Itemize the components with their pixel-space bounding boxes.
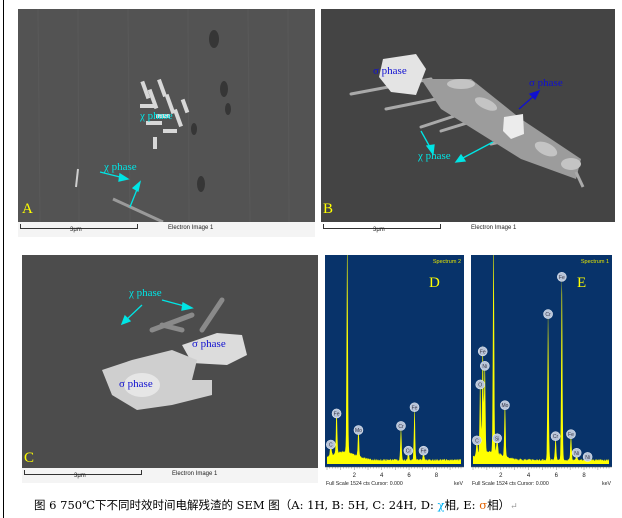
- peak-label-si: Si: [493, 434, 502, 443]
- chi-phase-label: χ phase: [140, 110, 173, 122]
- sem-image-c: χ phase σ phase σ phase C: [22, 255, 318, 468]
- spectrum-title: Spectrum 2: [433, 259, 461, 265]
- peak-label-fe: Fe: [332, 409, 341, 418]
- peak-label-text: C: [475, 438, 479, 444]
- peak-label-c: C: [326, 440, 335, 449]
- peak-label-fe: Fe: [557, 272, 566, 281]
- peak-label-text: Fe: [480, 349, 486, 355]
- chi-phase-label: χ phase: [104, 161, 137, 173]
- scale-label: 3μm: [74, 473, 86, 479]
- page-margin-line: [3, 0, 4, 518]
- image-caption: Electron Image 1: [471, 225, 516, 231]
- panel-letter: D: [429, 275, 440, 291]
- sem-image-b: σ phase σ phase χ phase B: [321, 9, 615, 222]
- peak-label-text: Mo: [501, 403, 508, 409]
- peak-label-text: Cr: [406, 449, 412, 455]
- spectrum-footer: Full Scale 1524 cts Cursor: 0.000: [472, 481, 549, 487]
- eds-spectrum-e: C O Fe Ni Si Mo Cr Cr Fe Fe Ni Ni Spectrum 1 E 2 4 6 8 Ful…: [471, 255, 613, 487]
- peak-label-text: Ni: [482, 364, 487, 370]
- sem-footer-b: 3μm Electron Image 1: [321, 222, 615, 237]
- panel-letter-c: C: [24, 450, 34, 467]
- peak-label-text: Mo: [355, 428, 362, 434]
- image-caption: Electron Image 1: [168, 225, 213, 231]
- x-axis-unit: keV: [602, 481, 611, 487]
- peak-label-cr: Cr: [404, 446, 413, 455]
- peak-label-fe: Fe: [566, 430, 575, 439]
- panel-letter-b: B: [323, 201, 333, 218]
- peak-label-text: Ni: [585, 455, 590, 461]
- peak-label-text: Cr: [553, 434, 559, 440]
- peak-label-mo: Mo: [354, 426, 363, 435]
- chi-phase-label: χ phase: [418, 150, 451, 162]
- peak-label-text: C: [329, 443, 333, 449]
- return-mark: ↵: [510, 502, 518, 512]
- caption-text: 图 6 750℃下不同时效时间电解残渣的 SEM 图（A: 1H, B: 5H,…: [34, 498, 437, 512]
- peak-label-text: Si: [495, 436, 499, 442]
- spectrum-footer: Full Scale 1524 cts Cursor: 0.000: [326, 481, 403, 487]
- peak-label-mo: Mo: [500, 401, 509, 410]
- spectrum-plot-area: [325, 255, 464, 467]
- peak-label-text: Fe: [568, 432, 574, 438]
- scale-label: 3μm: [70, 227, 82, 233]
- x-axis-unit: keV: [454, 481, 463, 487]
- peak-label-text: O: [478, 382, 482, 388]
- peak-label-ni: Ni: [583, 452, 592, 461]
- peak-label-fe: Fe: [478, 347, 487, 356]
- sigma-phase-label: σ phase: [119, 378, 153, 390]
- caption-sigma: σ: [479, 498, 487, 512]
- image-caption: Electron Image 1: [172, 471, 217, 477]
- sigma-phase-label: σ phase: [529, 77, 563, 89]
- caption-text: 相）: [487, 498, 510, 512]
- sigma-phase-label: σ phase: [192, 338, 226, 350]
- peak-label-text: Fe: [559, 275, 565, 281]
- peak-label-text: Fe: [412, 405, 418, 411]
- sem-image-b-texture: [321, 9, 615, 222]
- peak-label-ni: Ni: [480, 361, 489, 370]
- sem-image-c-texture: [22, 255, 318, 468]
- peak-label-o: O: [476, 380, 485, 389]
- panel-letter: E: [577, 275, 586, 291]
- eds-spectrum-d: C Fe Mo Cr Cr Fe Fe Spectrum 2 D 2 4 6 8 Full Scale 1…: [325, 255, 465, 487]
- peak-label-fe: Fe: [410, 403, 419, 412]
- caption-text: 相, E:: [444, 498, 479, 512]
- spectrum-title: Spectrum 1: [581, 259, 609, 265]
- peak-label-cr: Cr: [551, 432, 560, 441]
- peak-label-cr: Cr: [396, 421, 405, 430]
- panel-letter-a: A: [22, 201, 33, 218]
- peak-label-c: C: [472, 436, 481, 445]
- sigma-phase-label: σ phase: [373, 65, 407, 77]
- sem-footer-c: 3μm Electron Image 1: [22, 468, 318, 483]
- peak-label-text: Cr: [398, 424, 404, 430]
- peak-label-text: Cr: [545, 312, 551, 318]
- peak-label-text: Fe: [421, 449, 427, 455]
- sem-image-a: χ phase χ phase A: [18, 9, 315, 222]
- spectrum-plot-area: [471, 255, 612, 467]
- peak-label-text: Fe: [334, 411, 340, 417]
- chi-phase-label: χ phase: [129, 287, 162, 299]
- sem-footer-a: 3μm Electron Image 1: [18, 222, 315, 237]
- peak-label-ni: Ni: [572, 448, 581, 457]
- peak-label-fe: Fe: [419, 446, 428, 455]
- peak-label-text: Ni: [574, 451, 579, 457]
- scale-label: 3μm: [373, 227, 385, 233]
- peak-label-cr: Cr: [544, 310, 553, 319]
- figure-caption: 图 6 750℃下不同时效时间电解残渣的 SEM 图（A: 1H, B: 5H,…: [34, 497, 518, 513]
